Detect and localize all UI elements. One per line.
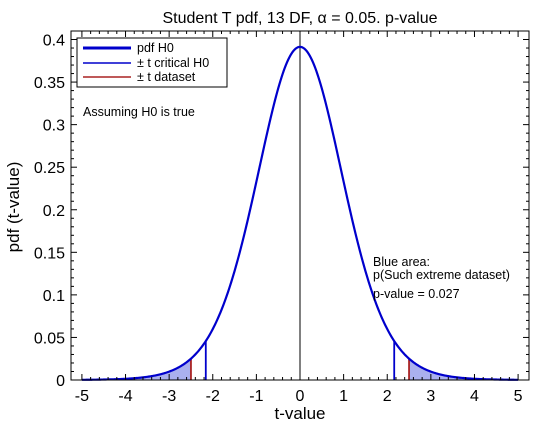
x-tick-label: -2 — [206, 388, 220, 405]
y-tick-label: 0 — [56, 373, 65, 390]
x-tick-label: -4 — [118, 388, 132, 405]
x-tick-label: 2 — [383, 388, 392, 405]
legend-label-dataset: ± t dataset — [137, 70, 196, 84]
pdf-curve — [81, 45, 519, 381]
chart-title: Student T pdf, 13 DF, α = 0.05. p-value — [162, 10, 437, 27]
y-tick-label: 0.3 — [43, 118, 65, 135]
y-tick-label: 0.15 — [34, 245, 65, 262]
x-tick-label: 4 — [470, 388, 479, 405]
x-tick-label: 3 — [426, 388, 435, 405]
y-axis-label: pdf (t-value) — [4, 162, 23, 253]
blue-area-label: Blue area: — [373, 255, 430, 269]
x-tick-label: 5 — [514, 388, 523, 405]
y-tick-label: 0.35 — [34, 75, 65, 92]
x-tick-label: -1 — [249, 388, 263, 405]
x-tick-label: 0 — [296, 388, 305, 405]
y-tick-label: 0.2 — [43, 203, 65, 220]
blue-area-description: p(Such extreme dataset) — [373, 268, 510, 282]
legend: pdf H0 ± t critical H0 ± t dataset — [76, 37, 228, 88]
right-tail-area — [409, 358, 519, 380]
legend-label-critical: ± t critical H0 — [137, 56, 209, 70]
assumption-note: Assuming H0 is true — [83, 105, 195, 119]
y-tick-label: 0.05 — [34, 330, 65, 347]
left-tail-area — [81, 358, 191, 380]
x-tick-label: -3 — [162, 388, 176, 405]
x-tick-label: 1 — [339, 388, 348, 405]
legend-label-pdf: pdf H0 — [137, 41, 174, 55]
y-axis: 0 0.05 0.1 0.15 0.2 0.25 0.3 0.35 0.4 — [34, 33, 529, 390]
p-value-note: p-value = 0.027 — [373, 287, 460, 301]
threshold-lines — [190, 341, 410, 380]
tail-areas — [81, 358, 519, 380]
x-axis: -5 -4 -3 -2 -1 0 1 2 3 4 5 — [75, 31, 523, 405]
y-tick-label: 0.25 — [34, 160, 65, 177]
y-tick-label: 0.1 — [43, 288, 65, 305]
y-tick-label: 0.4 — [43, 33, 65, 50]
x-axis-label: t-value — [274, 404, 325, 423]
x-tick-label: -5 — [75, 388, 89, 405]
